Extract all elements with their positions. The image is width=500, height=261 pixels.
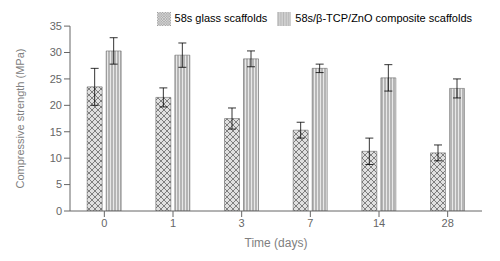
svg-text:7: 7	[307, 217, 313, 229]
svg-text:Time (days): Time (days)	[245, 236, 308, 250]
svg-text:0: 0	[56, 205, 62, 217]
html-text:58s glass scaffolds: 58s glass scaffolds	[174, 12, 268, 24]
svg-text:30: 30	[50, 46, 62, 58]
svg-text:3: 3	[239, 217, 245, 229]
svg-text:10: 10	[50, 152, 62, 164]
html-text:58s/β-TCP/ZnO composite scaffo: 58s/β-TCP/ZnO composite scaffolds	[295, 12, 472, 24]
svg-text:Compressive strength (MPa): Compressive strength (MPa)	[14, 49, 26, 189]
svg-text:1: 1	[170, 217, 176, 229]
svg-text:14: 14	[373, 217, 385, 229]
svg-text:0: 0	[101, 217, 107, 229]
svg-text:20: 20	[50, 99, 62, 111]
svg-text:15: 15	[50, 126, 62, 138]
svg-text:5: 5	[56, 178, 62, 190]
svg-text:28: 28	[442, 217, 454, 229]
svg-text:25: 25	[50, 73, 62, 85]
svg-text:35: 35	[50, 20, 62, 32]
